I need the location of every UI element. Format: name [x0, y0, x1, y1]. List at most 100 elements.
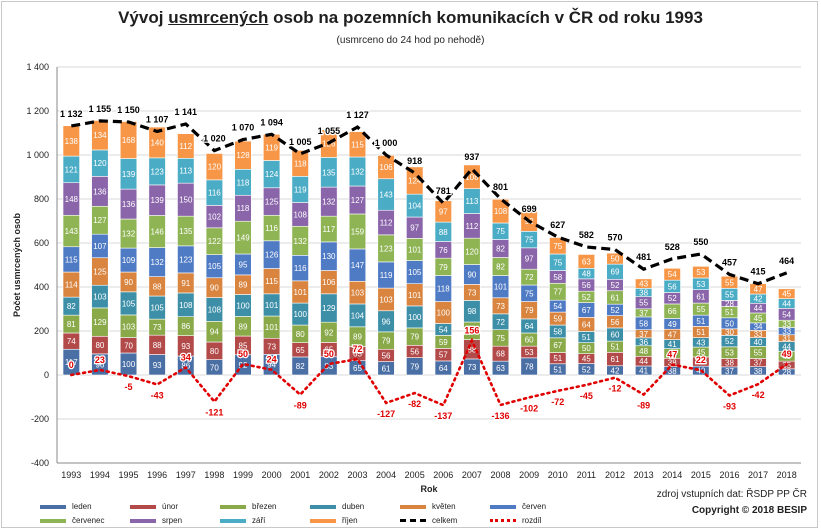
bar-value-label: 55 [725, 278, 734, 287]
bar-value-label: 108 [494, 207, 508, 216]
rozdil-label: 0 [69, 360, 74, 370]
bar-value-label: 65 [296, 346, 305, 355]
bar-value-label: 103 [379, 295, 393, 304]
bar-value-label: 73 [467, 288, 476, 297]
bar-value-label: 79 [439, 263, 448, 272]
rozdil-label: -82 [408, 399, 421, 409]
legend-item: únor [130, 502, 178, 511]
x-tick-label: 2005 [405, 470, 425, 480]
celkem-label: 528 [665, 242, 680, 252]
bar-value-label: 52 [582, 365, 591, 374]
bar-value-label: 33 [782, 327, 791, 336]
bar-value-label: 95 [239, 260, 248, 269]
bar-value-label: 43 [696, 338, 705, 347]
x-tick-label: 1996 [147, 470, 167, 480]
bar-value-label: 118 [237, 204, 250, 213]
bar-value-label: 98 [467, 307, 476, 316]
bar-value-label: 108 [179, 301, 193, 310]
bar-segment [778, 288, 796, 299]
bar-value-label: 72 [525, 273, 534, 282]
legend-label: srpen [162, 516, 183, 525]
x-tick-label: 2001 [290, 470, 310, 480]
bar-value-label: 44 [668, 349, 677, 358]
bar-value-label: 115 [351, 140, 364, 149]
bar-value-label: 45 [696, 348, 705, 357]
bar-value-label: 128 [236, 151, 250, 160]
bar-value-label: 85 [239, 341, 248, 350]
bar-value-label: 65 [353, 364, 362, 373]
bar-value-label: 37 [639, 309, 648, 318]
celkem-label: 699 [522, 204, 537, 214]
bar-value-label: 42 [696, 358, 705, 367]
bar-value-label: 100 [437, 309, 451, 318]
bar-value-label: 79 [382, 337, 391, 346]
bar-value-label: 89 [239, 281, 248, 290]
bar-value-label: 70 [210, 363, 219, 372]
bar-value-label: 52 [582, 293, 591, 302]
x-tick-label: 1997 [176, 470, 196, 480]
legend-swatch [220, 518, 246, 523]
legend-swatch [130, 504, 156, 509]
chart-title: Vývoj usmrcených osob na pozemních komun… [118, 8, 703, 27]
bar-value-label: 43 [639, 280, 648, 289]
bar-value-label: 118 [237, 178, 250, 187]
bar-value-label: 67 [582, 306, 591, 315]
bar-value-label: 130 [322, 252, 336, 261]
rozdil-label: -136 [492, 411, 510, 421]
bar-value-label: 103 [351, 289, 365, 298]
legend-label: celkem [432, 516, 458, 525]
rozdil-label: 22 [696, 355, 706, 365]
bar-value-label: 97 [439, 207, 448, 216]
bar-value-label: 56 [668, 282, 677, 291]
bar-value-label: 45 [782, 290, 791, 299]
legend-item: říjen [310, 516, 358, 525]
celkem-label: 457 [722, 257, 737, 267]
series-line-rozdil [70, 337, 788, 407]
bar-value-label: 60 [611, 331, 620, 340]
bar-value-label: 65 [324, 346, 333, 355]
bar-value-label: 75 [525, 289, 534, 298]
bar-value-label: 101 [294, 288, 308, 297]
bar-value-label: 56 [611, 318, 620, 327]
bar-value-label: 76 [439, 246, 448, 255]
bar-value-label: 103 [93, 293, 107, 302]
bar-value-label: 126 [265, 251, 279, 260]
bar-value-label: 50 [611, 255, 620, 264]
bar-value-label: 117 [65, 358, 78, 367]
bar-value-label: 148 [65, 195, 79, 204]
bar-value-label: 73 [153, 323, 162, 332]
bar-value-label: 82 [296, 362, 305, 371]
y-tick-label: 1 400 [26, 62, 49, 72]
bar-value-label: 168 [122, 136, 136, 145]
data-source: zdroj vstupních dat: ŘSDP PP ČR [656, 489, 807, 500]
bar-value-label: 90 [210, 284, 219, 293]
bar-value-label: 33 [782, 320, 791, 329]
bar-value-label: 57 [439, 351, 448, 360]
bar-value-label: 34 [754, 323, 763, 332]
bar-value-label: 109 [122, 256, 136, 265]
bar-value-label: 101 [408, 245, 422, 254]
bar-value-label: 93 [181, 342, 190, 351]
bar-value-label: 52 [611, 306, 620, 315]
bar-value-label: 38 [754, 367, 763, 376]
bar-value-label: 138 [65, 137, 79, 146]
bar-value-label: 54 [668, 270, 677, 279]
bar-value-label: 73 [267, 342, 276, 351]
bar-value-label: 106 [379, 163, 393, 172]
bar-value-label: 132 [294, 237, 308, 246]
bar-value-label: 91 [181, 279, 190, 288]
bar-value-label: 105 [208, 262, 222, 271]
bar-value-label: 52 [611, 281, 620, 290]
bar-value-label: 70 [124, 341, 133, 350]
bar-value-label: 122 [208, 237, 222, 246]
bar-value-label: 81 [67, 320, 76, 329]
bar-value-label: 127 [93, 216, 107, 225]
bar-value-label: 100 [236, 301, 250, 310]
bar-value-label: 44 [782, 342, 791, 351]
legend-swatch [40, 518, 66, 523]
celkem-label: 570 [607, 233, 622, 243]
x-tick-label: 1999 [233, 470, 253, 480]
x-tick-label: 1995 [119, 470, 139, 480]
bar-value-label: 143 [65, 227, 79, 236]
